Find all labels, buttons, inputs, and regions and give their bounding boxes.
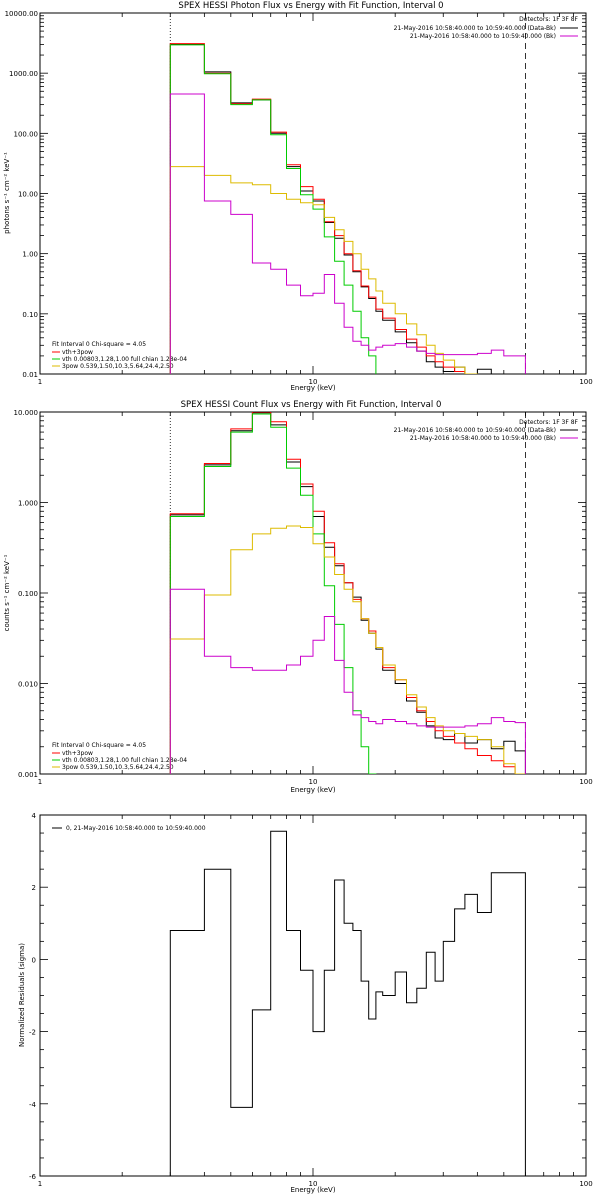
panel1-xlabel: Energy (keV) [290,384,335,392]
y-tick-label: 1000.00 [9,70,38,78]
photon-flux-panel: SPEX HESSI Photon Flux vs Energy with Fi… [3,1,593,392]
y-tick-label: 4 [32,812,37,820]
panel3-ylabel: Normalized Residuals (sigma) [18,943,26,1047]
panel1-ylabel: photons s⁻¹ cm⁻² keV⁻¹ [3,152,11,234]
x-tick-label: 100 [579,778,592,786]
panel2-time-legend-1: 21-May-2016 10:58:40.000 to 10:59:40.000… [394,427,556,434]
series-3pow-line [169,166,478,374]
y-tick-label: 10.00 [18,191,38,199]
x-tick-label: 100 [579,378,592,386]
x-tick-label: 1 [38,1180,42,1188]
series-vth-line [169,44,377,374]
panel1-fit-legend-2: vth 0.00803,1.28,1.00 full chian 1.28e-0… [62,356,187,363]
panel1-title: SPEX HESSI Photon Flux vs Energy with Fi… [178,1,443,11]
y-tick-label: 2 [32,884,36,892]
panel1-fit-legend-3: 3pow 0.539,1.50,10.3,5.64,24.4,2.50 [62,363,174,370]
count-flux-panel: SPEX HESSI Count Flux vs Energy with Fit… [3,400,593,794]
panel2-time-legend-2: 21-May-2016 10:58:40.000 to 10:59:40.000… [410,435,556,442]
y-tick-label: -2 [29,1029,36,1037]
x-tick-label: 100 [579,1180,592,1188]
panel2-title: SPEX HESSI Count Flux vs Energy with Fit… [181,400,442,410]
y-tick-label: 0.10 [22,311,38,319]
y-tick-label: 10.000 [14,409,39,417]
panel1-detectors: Detectors: 1F 3F 8F [519,16,578,23]
y-tick-label: 1.000 [18,500,38,508]
panel1-fit-text: Fit Interval 0 Chi-square = 4.05 [52,341,146,348]
panel2-fit-legend-1: vth+3pow [62,750,93,757]
y-tick-label: -4 [29,1101,37,1109]
x-tick-label: 10 [309,778,318,786]
y-tick-label: -6 [29,1173,37,1181]
y-tick-label: 0 [32,956,36,964]
series-bk-line [169,93,526,374]
y-tick-label: 0.01 [22,371,38,379]
series-vth-3pow-line [169,43,466,374]
y-tick-label: 0.100 [18,590,38,598]
series-bk-line [169,588,526,774]
panel2-detectors: Detectors: 1F 3F 8F [519,419,578,426]
y-tick-label: 0.001 [18,771,38,779]
panel3-legend: 0, 21-May-2016 10:58:40.000 to 10:59:40.… [66,825,206,832]
x-tick-label: 10 [309,378,318,386]
series-vth-line [169,413,377,774]
x-tick-label: 1 [38,378,42,386]
panel2-ylabel: counts s⁻¹ cm⁻² keV⁻¹ [3,554,11,631]
panel1-time-legend-2: 21-May-2016 10:58:40.000 to 10:59:40.000… [410,33,556,40]
panel1-time-legend-1: 21-May-2016 10:58:40.000 to 10:59:40.000… [394,25,556,32]
series-3pow-line [169,525,526,774]
panel1-fit-legend-1: vth+3pow [62,349,93,356]
panel2-fit-text: Fit Interval 0 Chi-square = 4.05 [52,742,146,749]
x-tick-label: 10 [309,1180,318,1188]
y-tick-label: 0.010 [18,681,38,689]
panel3-xlabel: Energy (keV) [290,1186,335,1194]
y-tick-label: 10000.00 [5,10,38,18]
x-tick-label: 1 [38,778,42,786]
residuals-panel: Energy (keV) Normalized Residuals (sigma… [18,812,593,1194]
panel2-fit-legend-2: vth 0.00803,1.28,1.00 full chian 1.28e-0… [62,757,187,764]
y-tick-label: 100.00 [14,130,39,138]
panel2-xlabel: Energy (keV) [290,786,335,794]
y-tick-label: 1.00 [22,251,38,259]
series-residuals-line [169,830,526,1176]
panel2-fit-legend-3: 3pow 0.539,1.50,10.3,5.64,24.4,2.50 [62,764,174,771]
